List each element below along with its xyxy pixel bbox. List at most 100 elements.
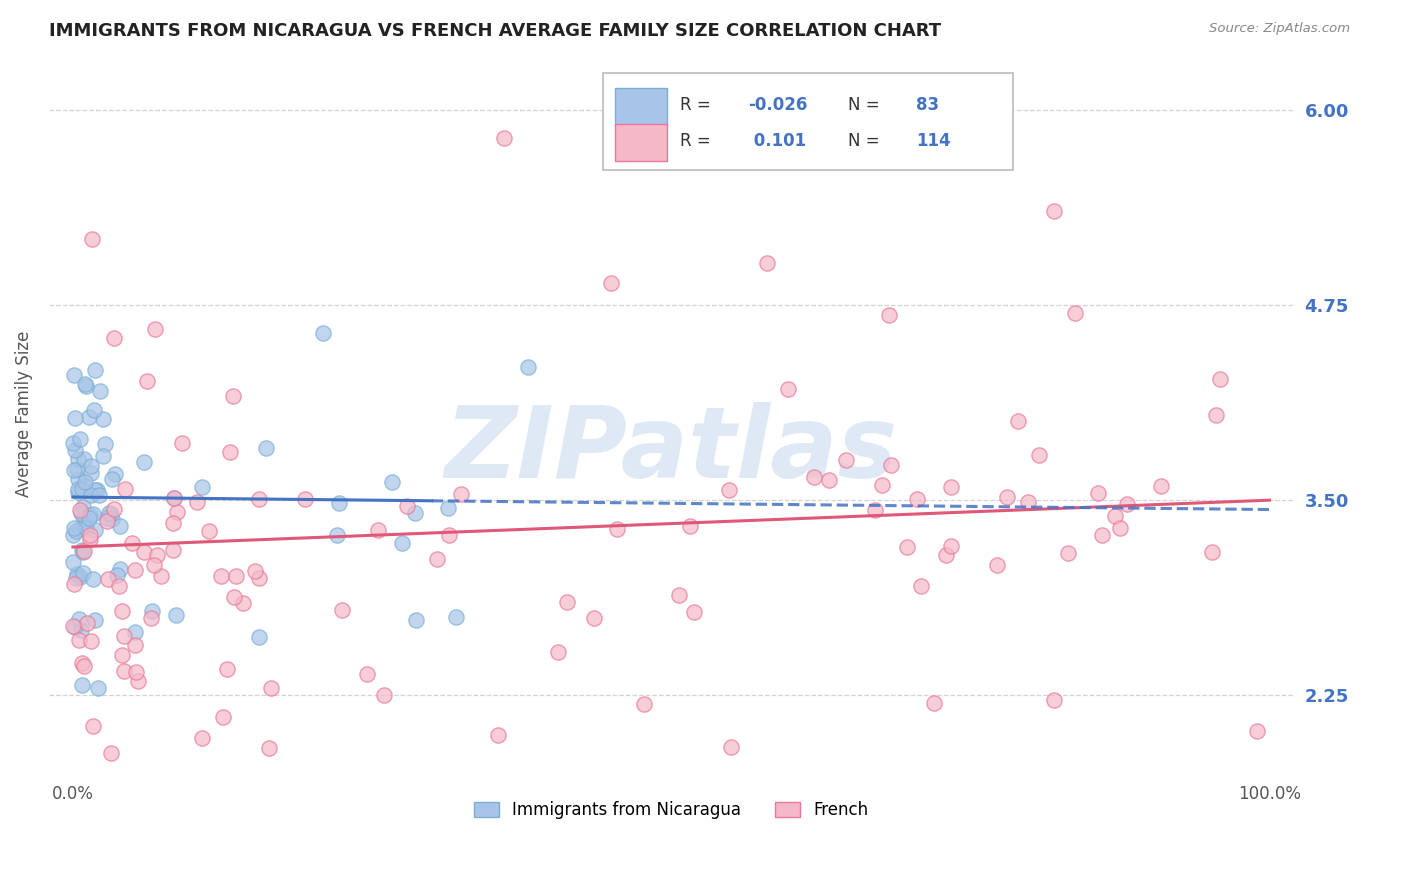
Point xyxy=(835,453,858,467)
Point xyxy=(66,484,89,499)
Point xyxy=(426,552,449,566)
Point xyxy=(69,433,91,447)
Point xyxy=(1201,544,1223,558)
Point xyxy=(1150,478,1173,492)
Point xyxy=(404,506,426,520)
Point xyxy=(87,681,110,695)
Point xyxy=(108,519,131,533)
Point xyxy=(77,410,100,425)
Point xyxy=(243,564,266,578)
Point xyxy=(163,491,186,505)
Point xyxy=(127,674,149,689)
Point xyxy=(633,698,655,712)
Point xyxy=(1007,414,1029,428)
Point xyxy=(381,475,404,490)
Point xyxy=(437,528,460,542)
Y-axis label: Average Family Size: Average Family Size xyxy=(15,331,32,498)
Point xyxy=(328,496,350,510)
Point xyxy=(141,603,163,617)
Point xyxy=(84,613,107,627)
Point xyxy=(70,482,93,496)
Point xyxy=(1064,306,1087,320)
Point xyxy=(219,445,242,459)
Point xyxy=(935,548,957,562)
Text: ZIPatlas: ZIPatlas xyxy=(444,401,897,499)
Text: 83: 83 xyxy=(917,96,939,114)
Point xyxy=(437,500,460,515)
Point xyxy=(72,500,94,514)
Point xyxy=(778,382,800,396)
Point xyxy=(1043,693,1066,707)
Point xyxy=(405,613,427,627)
Point xyxy=(83,363,105,377)
Point xyxy=(162,516,184,531)
Point xyxy=(870,478,893,492)
Point xyxy=(103,502,125,516)
Point xyxy=(1205,408,1227,422)
Point xyxy=(256,442,278,456)
Point xyxy=(325,528,347,542)
Point xyxy=(939,539,962,553)
FancyBboxPatch shape xyxy=(616,124,668,161)
Point xyxy=(311,326,333,340)
Point xyxy=(492,131,515,145)
Point xyxy=(212,709,235,723)
Point xyxy=(606,522,628,536)
Point xyxy=(125,665,148,680)
Point xyxy=(896,540,918,554)
Point xyxy=(191,731,214,746)
Point xyxy=(166,504,188,518)
Point xyxy=(391,536,413,550)
Point xyxy=(69,502,91,516)
Point xyxy=(79,634,101,648)
Point xyxy=(98,506,121,520)
Point xyxy=(114,482,136,496)
Point xyxy=(924,696,946,710)
Point xyxy=(96,514,118,528)
Point xyxy=(80,458,103,473)
Point xyxy=(89,384,111,398)
Point xyxy=(197,524,219,538)
Point xyxy=(100,507,122,521)
Legend: Immigrants from Nicaragua, French: Immigrants from Nicaragua, French xyxy=(467,795,875,826)
Point xyxy=(209,569,232,583)
Point xyxy=(555,594,578,608)
Point xyxy=(124,564,146,578)
Point xyxy=(516,360,538,375)
Text: N =: N = xyxy=(848,132,884,151)
Text: 0.101: 0.101 xyxy=(748,132,807,151)
Point xyxy=(70,677,93,691)
Point xyxy=(93,449,115,463)
Point xyxy=(73,512,96,526)
Point xyxy=(367,523,389,537)
Point xyxy=(1116,497,1139,511)
Point xyxy=(82,572,104,586)
Point xyxy=(73,543,96,558)
Point xyxy=(65,524,87,538)
Point xyxy=(879,458,901,472)
Point xyxy=(232,596,254,610)
Point xyxy=(582,611,605,625)
Point xyxy=(396,500,419,514)
FancyBboxPatch shape xyxy=(616,88,668,126)
Point xyxy=(108,562,131,576)
Point xyxy=(124,638,146,652)
Point xyxy=(66,567,89,582)
Point xyxy=(1246,724,1268,739)
Point xyxy=(80,488,103,502)
Point xyxy=(486,728,509,742)
Point xyxy=(247,571,270,585)
Point xyxy=(1104,509,1126,524)
Point xyxy=(186,495,208,509)
Point xyxy=(1043,204,1066,219)
Point xyxy=(73,479,96,493)
Point xyxy=(80,232,103,246)
Point xyxy=(62,435,84,450)
Point xyxy=(373,688,395,702)
Point xyxy=(63,442,86,457)
Point xyxy=(139,611,162,625)
Point xyxy=(69,570,91,584)
Point xyxy=(94,437,117,451)
Point xyxy=(70,656,93,670)
Point xyxy=(225,569,247,583)
